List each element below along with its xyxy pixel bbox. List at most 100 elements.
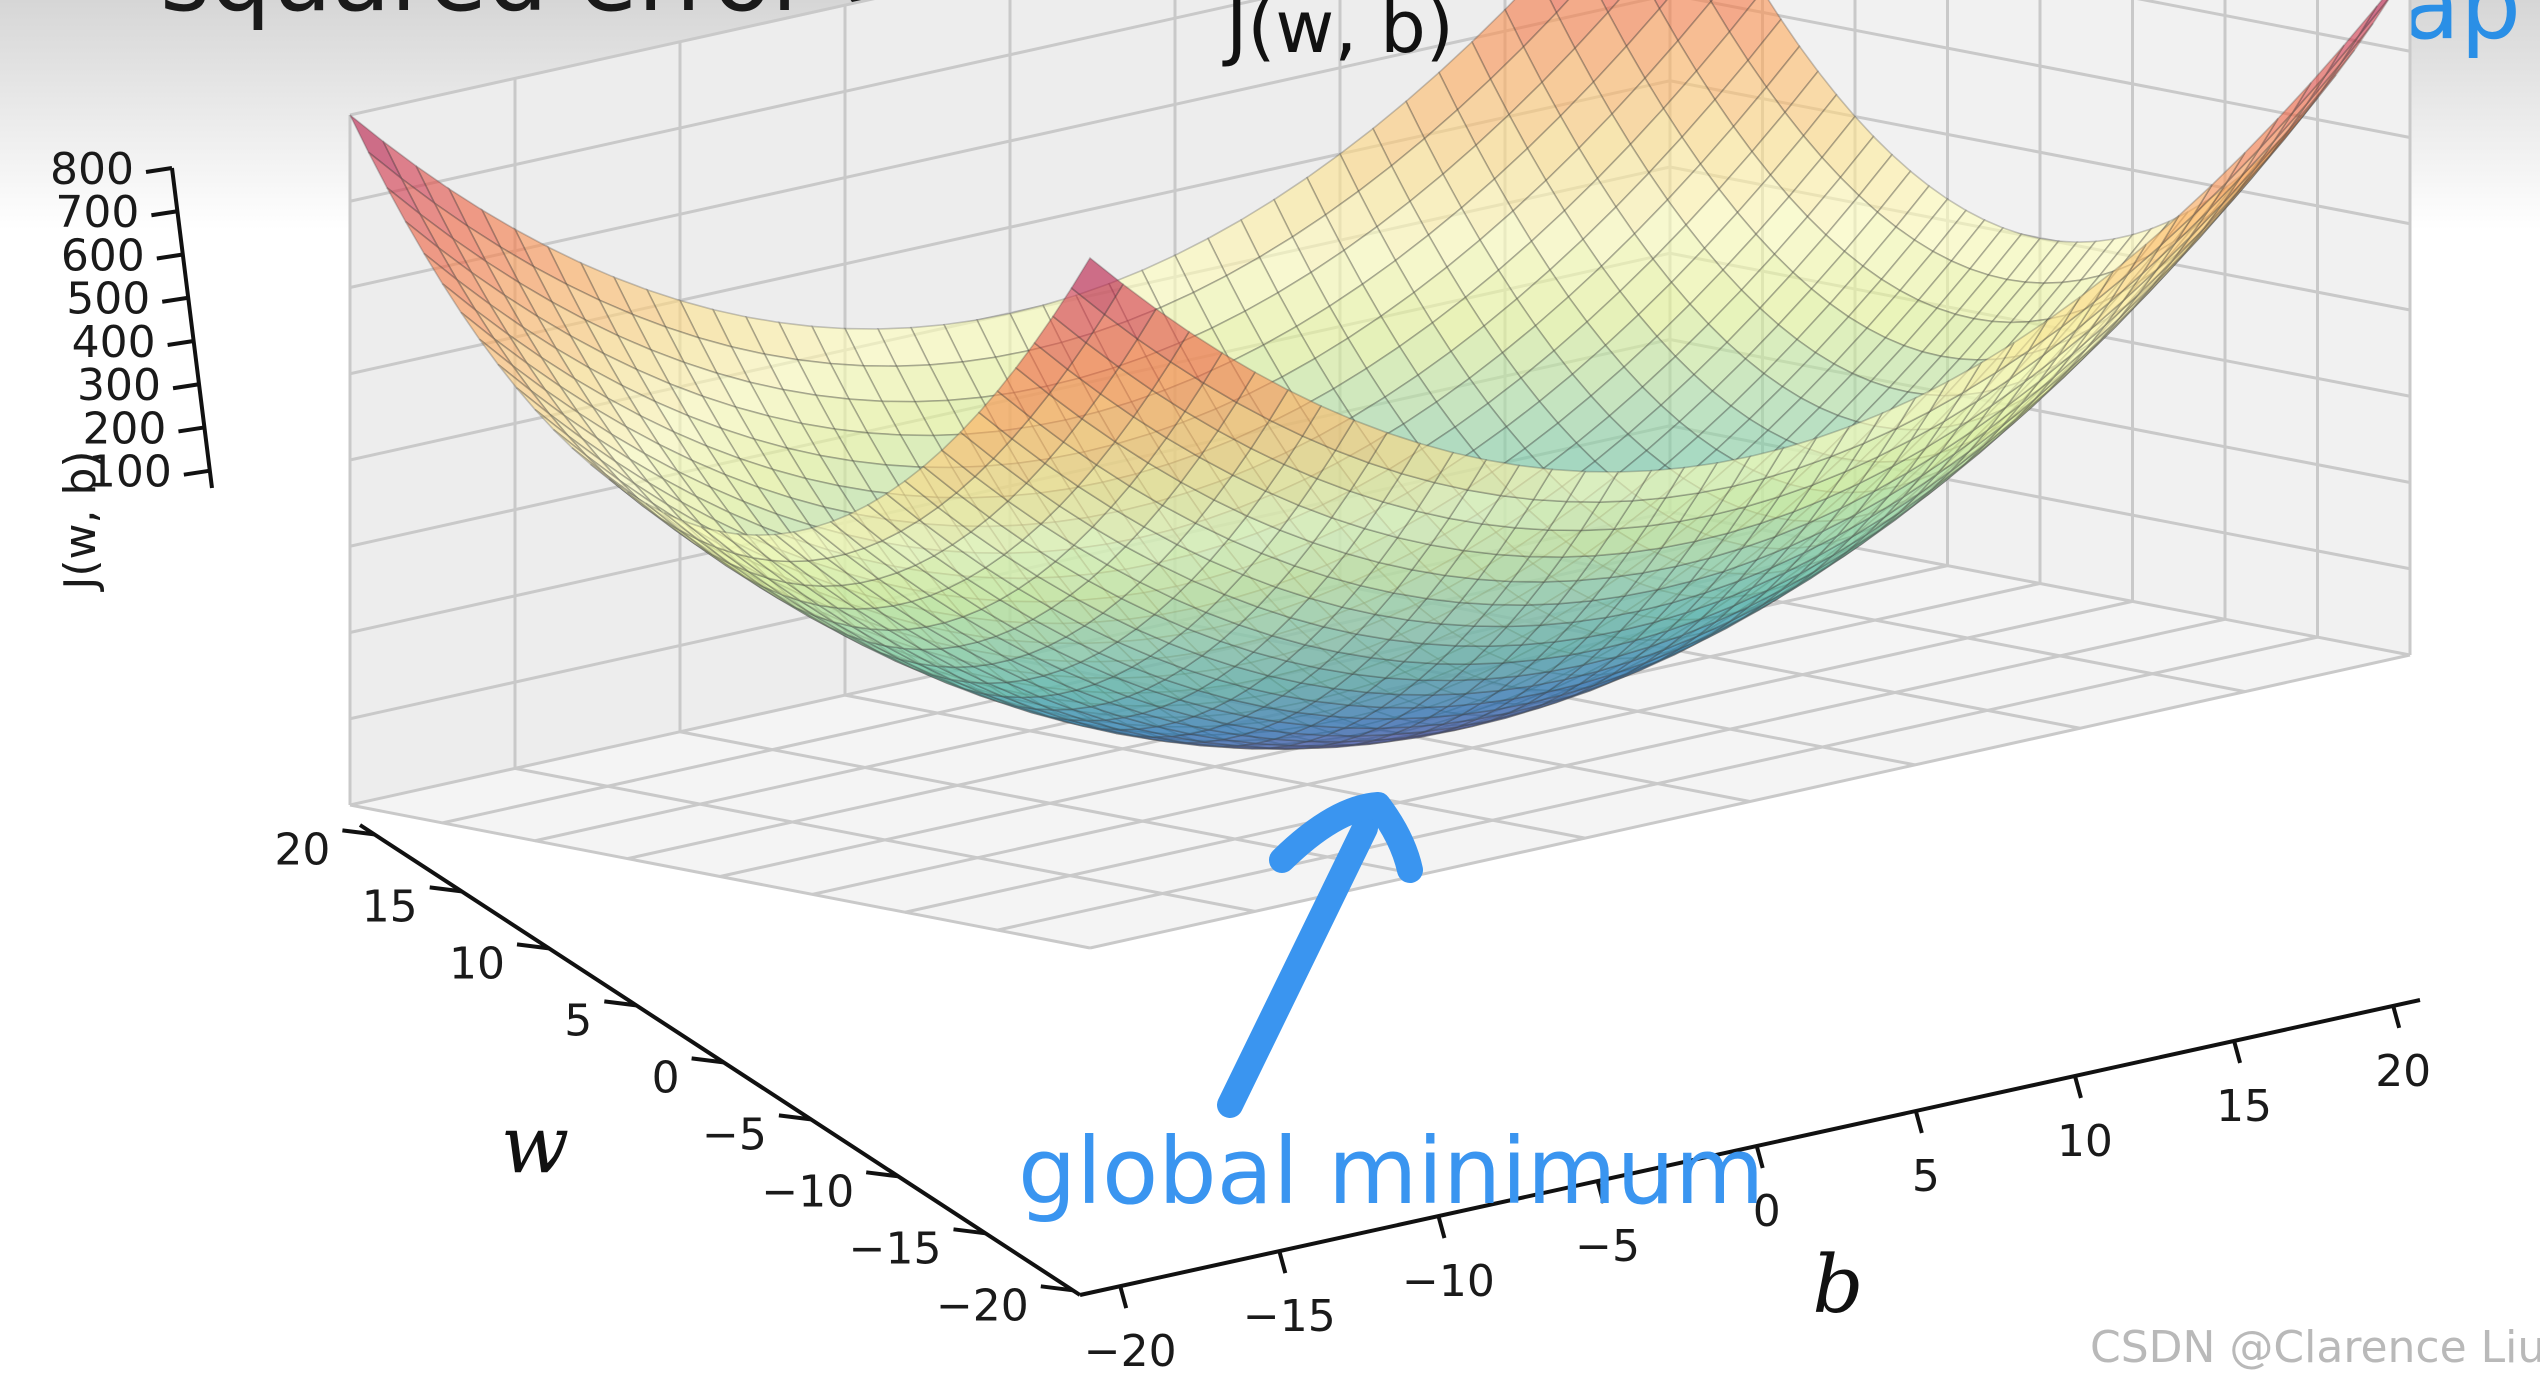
surface-facet <box>2225 117 2279 184</box>
b-tick-label: −5 <box>1575 1221 1640 1272</box>
surface-facet <box>2221 140 2275 205</box>
surface-facet <box>682 361 738 409</box>
surface-facet <box>984 553 1039 590</box>
surface-facet <box>2291 44 2345 114</box>
surface-facet <box>1256 720 1315 735</box>
surface-facet <box>1070 256 1125 316</box>
z-tick-label: 300 <box>77 360 161 411</box>
z-axis-label: J(w, b) <box>55 450 106 592</box>
arrow-head <box>1269 792 1423 883</box>
z-tick-label: 200 <box>82 403 166 454</box>
surface-facet <box>647 482 701 525</box>
surface-facet <box>530 390 584 440</box>
surface-facet <box>928 587 984 618</box>
b-tick-label: 20 <box>2375 1046 2431 1097</box>
surface-facet <box>917 662 970 683</box>
surface-facet <box>2324 5 2378 76</box>
surface-facet <box>2258 82 2312 150</box>
b-tick-label: −10 <box>1402 1256 1495 1307</box>
chart-title: J(w, b) <box>1222 0 1454 69</box>
surface-facet <box>2159 184 2213 247</box>
surface-facet <box>975 312 1030 359</box>
surface-facet <box>785 446 841 487</box>
surface-facet <box>2306 35 2360 105</box>
w-tick-label: 15 <box>362 881 418 932</box>
surface-facet <box>1016 705 1069 721</box>
z-tick-label: 500 <box>66 274 150 325</box>
surface-facet <box>548 413 602 462</box>
z-tick-label: 400 <box>72 317 156 368</box>
w-tick-label: 5 <box>564 995 592 1046</box>
surface-facet <box>1589 668 1642 692</box>
surface-facet <box>2126 214 2180 276</box>
b-tick-label: 0 <box>1753 1186 1781 1237</box>
cost-surface <box>349 0 2390 751</box>
surface-facet <box>601 351 657 404</box>
surface-facet <box>2093 243 2147 303</box>
surface-facet <box>942 319 997 363</box>
b-tick-label: −15 <box>1243 1291 1336 1342</box>
surface-facet <box>2060 270 2114 328</box>
surface-facet <box>1549 0 1570 15</box>
surface-facet <box>2357 0 2389 37</box>
surface-facet <box>535 314 592 371</box>
surface-facet <box>627 491 680 531</box>
surface-facet <box>700 394 756 441</box>
surface-facet <box>1358 726 1411 737</box>
surface-facet <box>2133 251 2187 308</box>
surface-facet <box>848 503 903 542</box>
surface-facet <box>656 442 713 490</box>
surface-facet <box>1600 0 1620 14</box>
surface-facet <box>818 454 874 493</box>
w-tick-label: 20 <box>274 824 330 875</box>
w-tick-label: 10 <box>449 938 505 989</box>
b-axis-label: b <box>1812 1238 1863 1331</box>
z-tick-label: 100 <box>88 447 172 498</box>
surface-facet <box>996 366 1051 419</box>
surface-facet <box>1171 733 1224 743</box>
surface-facet <box>682 520 735 555</box>
surface-facet <box>965 566 1021 601</box>
surface-facet <box>729 345 785 391</box>
surface-facet <box>592 406 646 455</box>
surface-facet <box>708 485 765 529</box>
surface-facet <box>608 478 661 520</box>
surface-facet <box>839 582 896 610</box>
w-tick-label: 0 <box>652 1052 680 1103</box>
b-tick-label: 15 <box>2216 1081 2272 1132</box>
surface-facet <box>555 347 609 399</box>
tick-labels: 10020030040050060070080020151050−5−10−15… <box>50 144 2431 1377</box>
surface-facet <box>526 362 580 414</box>
surface-facet <box>2174 182 2228 244</box>
surface-facet <box>2048 338 2102 391</box>
surface-facet <box>2250 115 2304 179</box>
z-tick-label: 800 <box>50 144 134 195</box>
surface-facet <box>1709 0 1714 3</box>
b-tick-label: −20 <box>1084 1326 1177 1377</box>
surface-facet <box>2302 49 2356 117</box>
surface-facet <box>1653 0 1668 11</box>
surface-facet <box>1072 705 1125 721</box>
surface-facet <box>516 280 573 338</box>
watermark: CSDN @Clarence Liu <box>2090 1322 2540 1373</box>
surface-facet <box>954 665 1007 685</box>
surface-facet <box>988 500 1043 542</box>
surface-facet <box>567 435 621 482</box>
surface-facet <box>1303 743 1356 750</box>
arrow-shaft <box>1217 815 1378 1118</box>
surface-facet <box>1033 315 1088 371</box>
w-tick-label: −10 <box>761 1166 854 1217</box>
surface-facet <box>546 245 602 302</box>
w-tick-label: −5 <box>702 1109 767 1160</box>
surface-facet <box>1288 740 1341 747</box>
surface-facet <box>597 298 653 352</box>
surface-facet <box>629 458 683 503</box>
surface-facet <box>913 399 968 437</box>
surface-facet <box>719 426 775 471</box>
surface-facet <box>2085 294 2139 350</box>
surface-facet <box>847 398 902 436</box>
surface-facet <box>559 385 613 435</box>
surface-facet <box>1002 539 1057 577</box>
surface-facet <box>585 455 639 500</box>
